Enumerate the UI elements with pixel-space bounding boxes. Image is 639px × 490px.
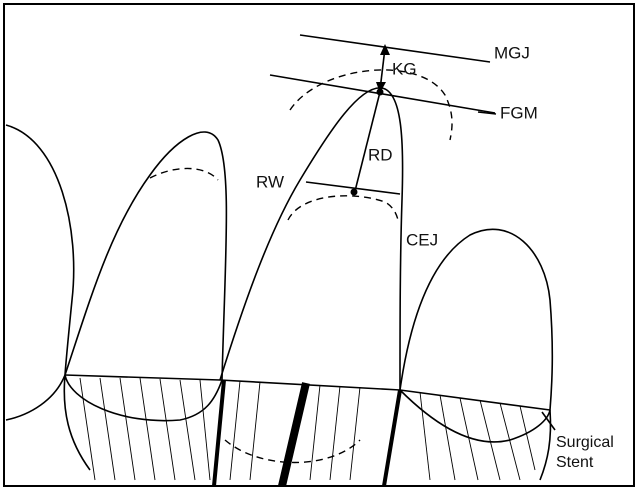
- label: Stent: [556, 454, 594, 471]
- label: RW: [256, 172, 284, 191]
- label: KG: [392, 59, 417, 78]
- label: MGJ: [494, 43, 530, 62]
- label: Surgical: [556, 434, 614, 451]
- label: RD: [368, 145, 393, 164]
- frame: [4, 4, 634, 486]
- label: FGM: [500, 103, 538, 122]
- diagram: MGJ KG FGM RD RW CEJ Surgical Stent: [0, 0, 639, 490]
- point: [351, 189, 358, 196]
- label: CEJ: [406, 230, 438, 249]
- point: [377, 89, 384, 96]
